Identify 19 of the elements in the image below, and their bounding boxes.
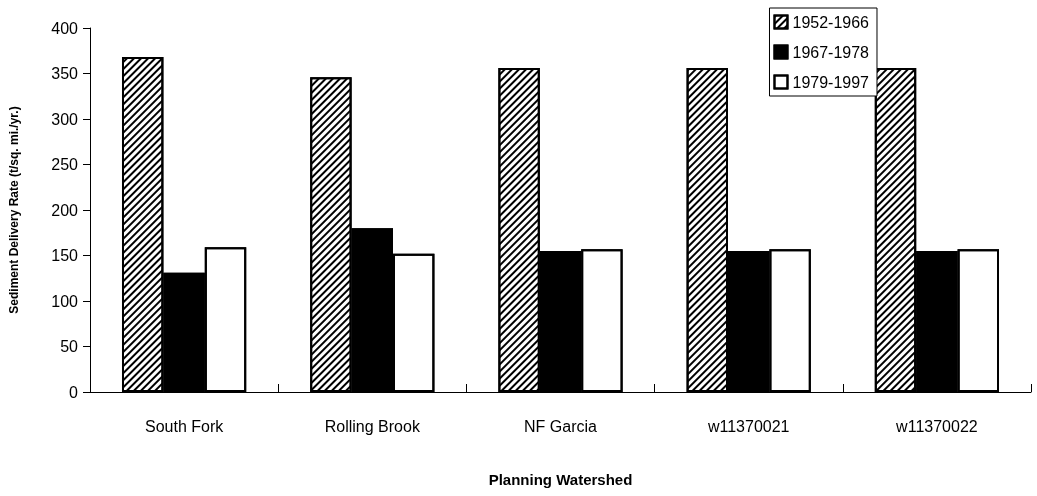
legend-label: 1979-1997 (792, 73, 870, 91)
x-tick-label: NF Garcia (524, 417, 598, 435)
x-tick-label: w11370021 (706, 417, 790, 435)
y-axis-title: Sediment Delivery Rate (t/sq. mi./yr.) (7, 106, 21, 314)
y-tick-label: 100 (51, 292, 79, 310)
x-axis-title: Planning Watershed (488, 471, 633, 488)
y-tick-label: 150 (51, 247, 79, 264)
x-tick-label: w11370022 (895, 417, 978, 435)
y-tick-label: 0 (69, 383, 79, 401)
y-tick-label: 250 (51, 156, 79, 173)
y-tick-label: 300 (51, 110, 79, 128)
x-tick-label: South Fork (144, 417, 225, 435)
legend-label: 1952-1966 (792, 13, 870, 31)
x-tick-label: Rolling Brook (324, 417, 421, 435)
y-tick-label: 350 (51, 65, 79, 82)
y-tick-label: 400 (51, 19, 79, 37)
y-tick-label: 50 (60, 338, 79, 355)
legend-label: 1967-1978 (792, 43, 870, 61)
y-tick-label: 200 (51, 201, 79, 219)
